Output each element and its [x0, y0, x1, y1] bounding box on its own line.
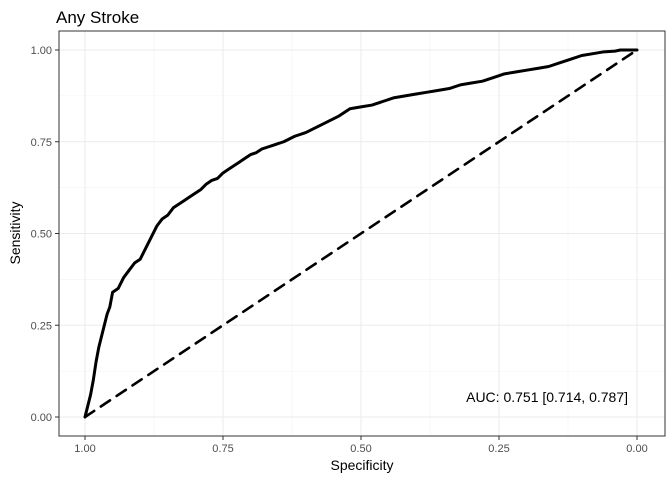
y-tick-label: 0.75 — [31, 137, 52, 149]
y-tick-label: 0.25 — [31, 320, 52, 332]
x-tick-label: 1.00 — [74, 443, 95, 455]
y-tick-label: 0.50 — [31, 229, 52, 241]
y-tick-label: 1.00 — [31, 45, 52, 57]
x-tick-label: 0.50 — [350, 443, 371, 455]
auc-annotation: AUC: 0.751 [0.714, 0.787] — [466, 389, 628, 405]
x-tick-label: 0.25 — [488, 443, 509, 455]
y-axis-title: Sensitivity — [7, 201, 23, 264]
ticks-layer: 1.00 0.75 0.50 0.25 0.00 0.00 0.25 0.50 0.75 1.00 — [31, 45, 648, 455]
x-tick-label: 0.00 — [626, 443, 647, 455]
y-tick-label: 0.00 — [31, 412, 52, 424]
x-tick-label: 0.75 — [212, 443, 233, 455]
series-layer — [83, 48, 639, 419]
x-axis-title: Specificity — [330, 457, 393, 473]
reference-diagonal-line — [83, 48, 639, 419]
roc-curve-line — [83, 48, 639, 419]
grid-layer — [59, 31, 665, 436]
chart-title: Any Stroke — [56, 8, 139, 27]
